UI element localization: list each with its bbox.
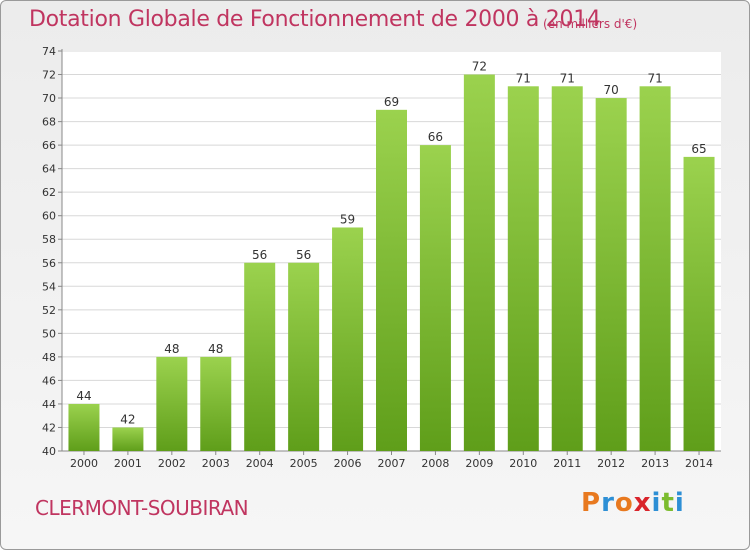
bar-value-label: 71 (516, 71, 531, 85)
logo-letter: i (651, 488, 662, 518)
y-tick-label: 46 (42, 374, 56, 387)
x-tick-label: 2005 (290, 457, 318, 470)
y-tick-label: 62 (42, 186, 56, 199)
y-tick-label: 48 (42, 351, 56, 364)
bar-value-label: 66 (428, 130, 443, 144)
chart-unit: (en milliers d'€) (543, 17, 638, 31)
x-tick-label: 2004 (246, 457, 274, 470)
bar-value-label: 56 (252, 248, 267, 262)
y-tick-label: 52 (42, 304, 56, 317)
chart-title: Dotation Globale de Fonctionnement de 20… (29, 7, 601, 32)
bar-2014 (683, 156, 715, 451)
logo-letter: P (581, 488, 602, 518)
x-tick-label: 2013 (641, 457, 669, 470)
x-tick-label: 2011 (553, 457, 581, 470)
bar-value-label: 71 (560, 71, 575, 85)
bar-value-label: 48 (208, 342, 223, 356)
x-tick-label: 2009 (465, 457, 493, 470)
bar-2008 (419, 145, 451, 451)
logo-letter: t (661, 488, 675, 518)
y-tick-label: 64 (42, 163, 56, 176)
bar-2005 (288, 262, 320, 451)
bar-value-label: 71 (647, 71, 662, 85)
bar-value-label: 42 (120, 412, 135, 426)
bar-value-label: 69 (384, 95, 399, 109)
logo-letter: i (674, 488, 685, 518)
bar-value-label: 56 (296, 248, 311, 262)
y-axis: 40 42 44 46 48 50 52 54 56 58 60 62 64 66 68 70 72 74 (42, 45, 721, 458)
x-tick-label: 2001 (114, 457, 142, 470)
y-tick-label: 56 (42, 257, 56, 270)
y-tick-label: 42 (42, 421, 56, 434)
bar-2010 (507, 86, 539, 451)
logo-letter: x (633, 488, 652, 518)
bar-2003 (200, 356, 232, 451)
bar-2009 (463, 74, 495, 451)
bars: 44 42 48 48 56 56 59 69 66 72 71 71 70 71 65 (68, 60, 715, 451)
logo-letter: r (601, 488, 615, 518)
y-tick-label: 58 (42, 233, 56, 246)
y-tick-label: 72 (42, 69, 56, 82)
bar-value-label: 70 (604, 83, 619, 97)
bar-2012 (595, 98, 627, 451)
bar-2006 (332, 227, 364, 451)
bar-2002 (156, 356, 188, 451)
bar-value-label: 65 (691, 142, 706, 156)
commune-name: CLERMONT-SOUBIRAN (35, 496, 249, 520)
bar-2013 (639, 86, 671, 451)
y-tick-label: 74 (42, 45, 56, 58)
y-tick-label: 50 (42, 327, 56, 340)
y-tick-label: 54 (42, 280, 56, 293)
x-tick-label: 2008 (421, 457, 449, 470)
bar-2000 (68, 403, 100, 451)
x-tick-label: 2007 (378, 457, 406, 470)
x-tick-label: 2003 (202, 457, 230, 470)
x-axis: 2000 2001 2002 2003 2004 2005 2006 2007 2008 2009… (70, 451, 713, 470)
proxiti-logo: Proxiti (581, 488, 685, 518)
x-tick-label: 2000 (70, 457, 98, 470)
x-tick-label: 2002 (158, 457, 186, 470)
bar-2004 (244, 262, 276, 451)
bar-2011 (551, 86, 583, 451)
y-tick-label: 60 (42, 210, 56, 223)
y-tick-label: 66 (42, 139, 56, 152)
logo-letter: o (614, 488, 634, 518)
bar-value-label: 59 (340, 212, 355, 226)
bar-2007 (376, 109, 407, 451)
bar-value-label: 48 (164, 342, 179, 356)
x-tick-label: 2014 (685, 457, 713, 470)
y-tick-label: 40 (42, 445, 56, 458)
y-tick-label: 68 (42, 116, 56, 129)
y-tick-label: 70 (42, 92, 56, 105)
x-tick-label: 2012 (597, 457, 625, 470)
bar-value-label: 72 (472, 60, 487, 74)
x-tick-label: 2010 (509, 457, 537, 470)
x-tick-label: 2006 (334, 457, 362, 470)
bar-2001 (112, 427, 144, 451)
y-tick-label: 44 (42, 398, 56, 411)
bar-value-label: 44 (76, 389, 91, 403)
